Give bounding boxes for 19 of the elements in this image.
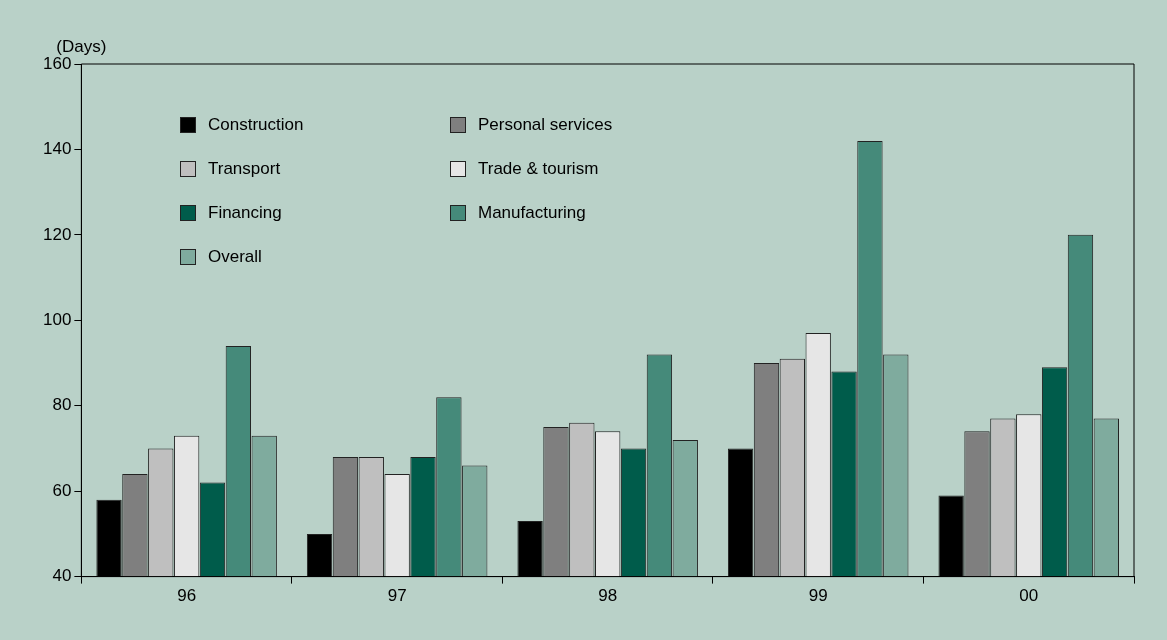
legend-label: Transport	[208, 159, 281, 179]
legend-label: Trade & tourism	[478, 159, 599, 179]
y-axis-title: (Days)	[56, 37, 107, 57]
legend-label: Overall	[208, 247, 262, 267]
x-tick-label: 96	[177, 586, 197, 606]
y-tick-label: 80	[52, 395, 72, 415]
y-tick-label: 60	[52, 480, 72, 500]
y-tick-label: 120	[42, 224, 72, 244]
legend-label: Construction	[208, 115, 304, 135]
x-tick-label: 98	[598, 586, 618, 606]
y-tick-label: 40	[52, 566, 72, 586]
legend-label: Manufacturing	[478, 203, 586, 223]
x-tick-label: 97	[387, 586, 407, 606]
y-tick-label: 100	[42, 309, 72, 329]
legend-label: Personal services	[478, 115, 613, 135]
y-tick-label: 140	[42, 139, 72, 159]
x-tick-label: 00	[1019, 586, 1039, 606]
legend-label: Financing	[208, 203, 282, 223]
x-tick-label: 99	[808, 586, 828, 606]
